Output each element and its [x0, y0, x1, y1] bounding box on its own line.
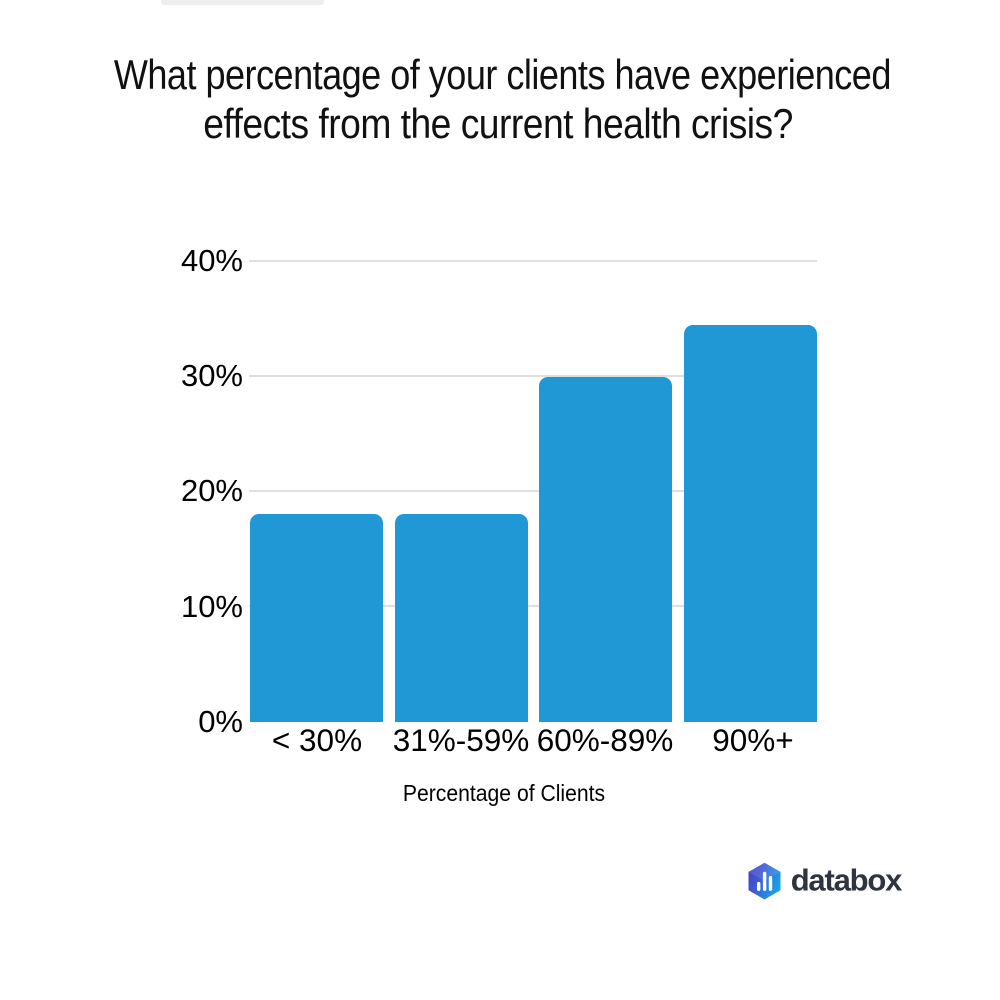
svg-text:databox: databox [791, 862, 903, 897]
